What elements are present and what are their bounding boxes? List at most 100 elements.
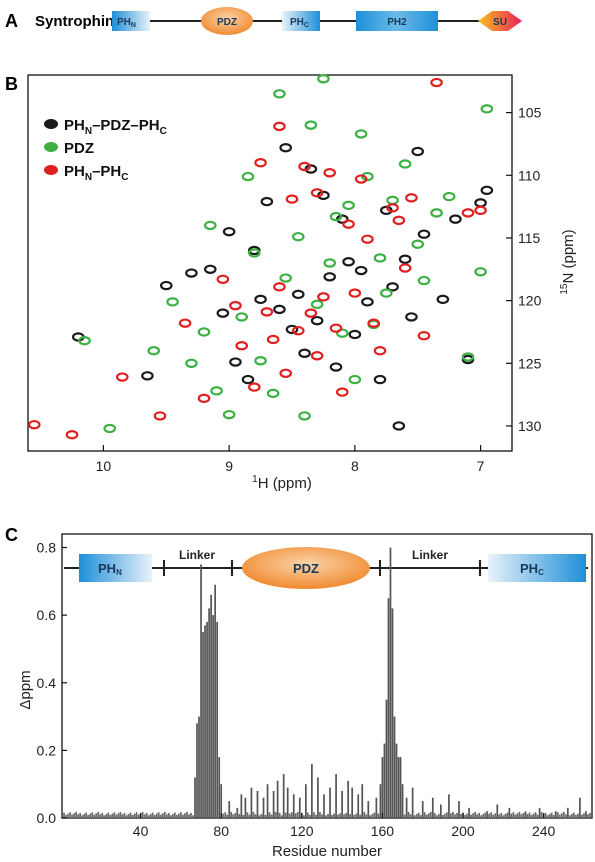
peak-series1-31 bbox=[417, 275, 431, 286]
baseline-bar-43 bbox=[145, 812, 148, 818]
baseline-bar-110 bbox=[280, 815, 283, 818]
peak-series0-30 bbox=[449, 214, 462, 224]
dppm-bar-37 bbox=[357, 794, 360, 818]
peak-series1-9 bbox=[247, 248, 261, 258]
baseline-bar-245 bbox=[552, 814, 555, 818]
domain-pdz-c: PDZ bbox=[242, 547, 370, 589]
peak-series2-24 bbox=[348, 288, 362, 298]
domain-ph-n-a: PHN bbox=[112, 11, 150, 31]
baseline-bar-33 bbox=[125, 815, 128, 818]
baseline-bar-47 bbox=[153, 814, 156, 818]
peak-series1-0 bbox=[78, 336, 91, 346]
peak-series2-18 bbox=[310, 351, 324, 361]
svg-text:PHN–PDZ–PHC: PHN–PDZ–PHC bbox=[64, 117, 167, 137]
baseline-bar-151 bbox=[363, 811, 366, 818]
baseline-bar-209 bbox=[480, 815, 483, 818]
peak-series1-3 bbox=[166, 297, 179, 307]
peak-series0-16 bbox=[329, 362, 343, 372]
peak-series0-6 bbox=[229, 357, 242, 367]
baseline-bar-5 bbox=[69, 812, 71, 818]
panel-b-letter: B bbox=[5, 74, 18, 94]
panel-c: C PHN Linker PDZ Linker PHC 40 80 120 160 20… bbox=[5, 525, 593, 860]
baseline-bar-204 bbox=[470, 814, 472, 818]
baseline-bar-118 bbox=[296, 811, 299, 818]
dppm-bar-27 bbox=[298, 797, 301, 818]
peak-series2-29 bbox=[386, 203, 399, 213]
peak-series2-5 bbox=[197, 393, 211, 404]
nmr-x-axis: 10 9 8 7 bbox=[96, 445, 485, 474]
baseline-bar-126 bbox=[313, 812, 315, 818]
baseline-bar-224 bbox=[510, 813, 513, 818]
baseline-bar-176 bbox=[413, 815, 416, 818]
linker-label-1: Linker bbox=[179, 548, 215, 562]
nmr-x-tick-label-0: 10 bbox=[96, 458, 112, 474]
dppm-bar-28 bbox=[304, 784, 307, 818]
peak-series1-11 bbox=[266, 388, 280, 399]
baseline-bar-262 bbox=[587, 814, 589, 818]
nmr-y-tick-label-2: 115 bbox=[518, 230, 541, 246]
baseline-bar-13 bbox=[85, 812, 88, 818]
dppm-y-tick-label-4: 0.8 bbox=[37, 540, 57, 556]
dppm-x-tick-label-4: 200 bbox=[451, 823, 475, 839]
baseline-bar-89 bbox=[238, 813, 241, 818]
peak-series2-8 bbox=[235, 341, 249, 351]
svg-text:PH2: PH2 bbox=[387, 17, 407, 28]
dppm-bar-10 bbox=[214, 584, 217, 818]
baseline-bar-207 bbox=[476, 814, 478, 818]
peak-series0-8 bbox=[254, 294, 267, 305]
dppm-bar-4 bbox=[202, 632, 204, 818]
peak-series0-3 bbox=[185, 268, 198, 278]
baseline-bar-188 bbox=[437, 813, 440, 818]
baseline-bar-11 bbox=[81, 815, 84, 818]
dppm-bar-20 bbox=[262, 797, 265, 818]
baseline-bar-114 bbox=[288, 813, 291, 818]
baseline-bar-94 bbox=[248, 814, 251, 818]
dppm-y-tick-label-3: 0.6 bbox=[37, 607, 57, 623]
dppm-bar-21 bbox=[266, 784, 269, 818]
peak-series1-18 bbox=[323, 258, 337, 268]
svg-text:PDZ: PDZ bbox=[217, 17, 237, 28]
legend-item-pdz: PDZ bbox=[44, 140, 94, 157]
baseline-bar-50 bbox=[159, 814, 162, 818]
domain-ph-n-c: PHN bbox=[79, 554, 152, 582]
baseline-bar-30 bbox=[119, 811, 122, 818]
peak-series1-39 bbox=[241, 171, 255, 182]
nmr-y-tick-label-3: 120 bbox=[518, 293, 542, 309]
baseline-bar-181 bbox=[423, 812, 426, 818]
baseline-bar-236 bbox=[534, 812, 537, 818]
dppm-bars bbox=[194, 547, 587, 818]
baseline-bar-191 bbox=[444, 813, 446, 818]
baseline-bar-173 bbox=[407, 811, 410, 818]
baseline-bar-130 bbox=[321, 814, 323, 818]
baseline-bar-183 bbox=[427, 813, 430, 818]
baseline-bar-86 bbox=[232, 814, 235, 818]
peak-series1-27 bbox=[379, 288, 393, 298]
baseline-bar-149 bbox=[359, 814, 362, 818]
baseline-bar-228 bbox=[518, 811, 521, 818]
baseline-bar-85 bbox=[230, 811, 233, 818]
baseline-bar-109 bbox=[278, 812, 281, 818]
dppm-y-axis: 0.0 0.2 0.4 0.6 0.8 bbox=[37, 540, 67, 826]
baseline-bar-146 bbox=[353, 814, 356, 818]
dppm-bar-9 bbox=[212, 615, 214, 818]
peak-series2-27 bbox=[367, 318, 381, 328]
peak-series1-33 bbox=[442, 191, 456, 202]
baseline-bar-195 bbox=[452, 811, 454, 818]
dppm-bar-16 bbox=[240, 794, 243, 818]
peak-series0-9 bbox=[273, 304, 286, 315]
baseline-bar-216 bbox=[494, 813, 497, 818]
baseline-bar-24 bbox=[107, 812, 110, 818]
peak-series1-29 bbox=[398, 159, 412, 169]
peak-series2-3 bbox=[153, 411, 167, 421]
baseline-bar-36 bbox=[131, 814, 134, 818]
baseline-bar-100 bbox=[260, 813, 263, 818]
dppm-bar-25 bbox=[286, 787, 289, 818]
nmr-y-tick-label-0: 105 bbox=[518, 105, 542, 121]
baseline-bar-44 bbox=[147, 815, 150, 818]
baseline-bar-58 bbox=[176, 814, 178, 818]
baseline-bar-37 bbox=[133, 813, 136, 818]
dppm-bar-48 bbox=[393, 716, 396, 818]
peak-series1-6 bbox=[210, 386, 223, 396]
peak-series0-12 bbox=[298, 348, 311, 358]
peak-series2-32 bbox=[405, 193, 418, 203]
